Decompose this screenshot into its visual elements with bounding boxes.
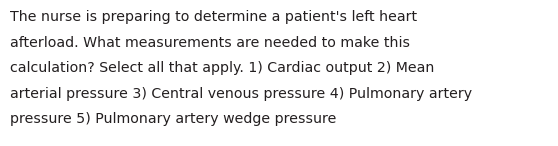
Text: afterload. What measurements are needed to make this: afterload. What measurements are needed …	[10, 36, 410, 50]
Text: The nurse is preparing to determine a patient's left heart: The nurse is preparing to determine a pa…	[10, 10, 417, 24]
Text: calculation? Select all that apply. 1) Cardiac output 2) Mean: calculation? Select all that apply. 1) C…	[10, 61, 435, 75]
Text: arterial pressure 3) Central venous pressure 4) Pulmonary artery: arterial pressure 3) Central venous pres…	[10, 87, 472, 101]
Text: pressure 5) Pulmonary artery wedge pressure: pressure 5) Pulmonary artery wedge press…	[10, 112, 336, 126]
